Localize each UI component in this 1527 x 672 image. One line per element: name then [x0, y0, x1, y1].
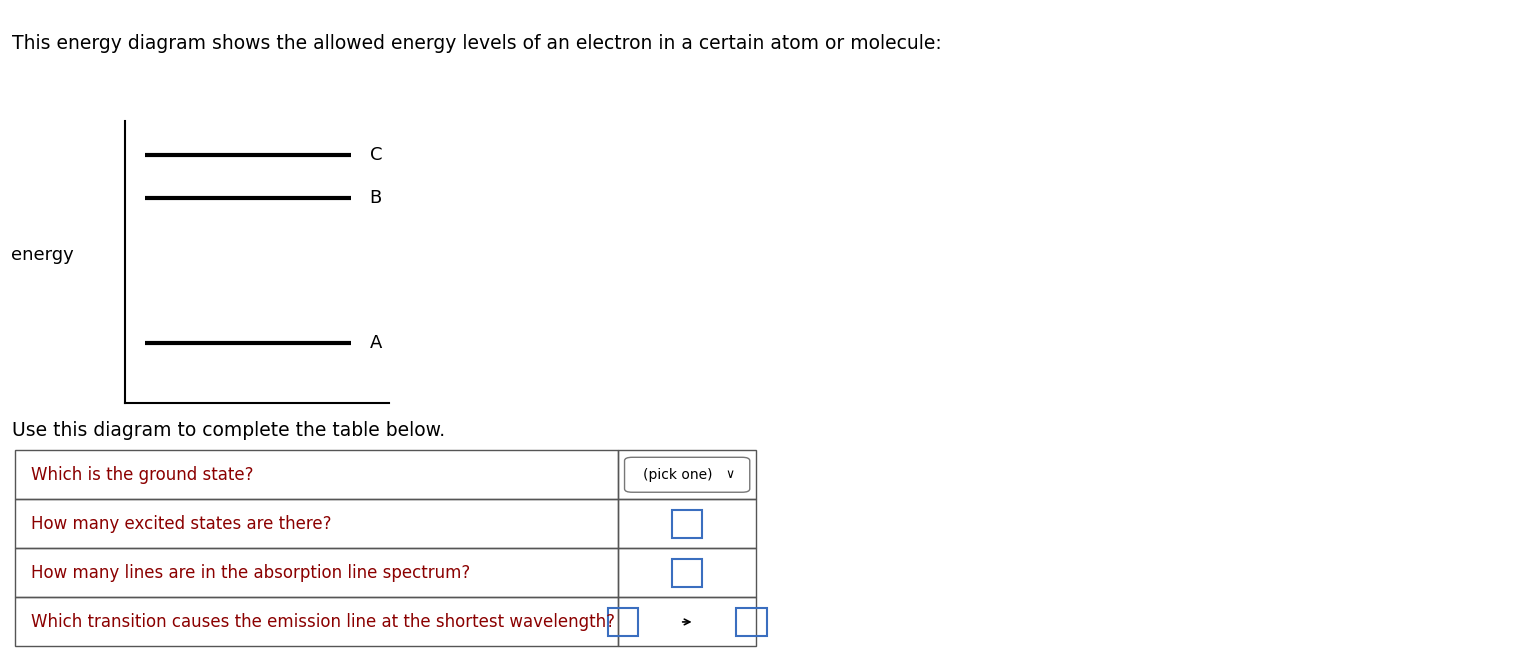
Bar [15, 450, 618, 499]
Text: How many excited states are there?: How many excited states are there? [31, 515, 331, 533]
Bar [618, 597, 756, 646]
Text: This energy diagram shows the allowed energy levels of an electron in a certain : This energy diagram shows the allowed en… [12, 34, 942, 53]
Bar [15, 499, 618, 548]
Bar [618, 499, 756, 548]
Bar [672, 509, 702, 538]
Text: B: B [370, 190, 382, 207]
Bar [672, 558, 702, 587]
Text: C: C [370, 146, 382, 163]
Text: Which transition causes the emission line at the shortest wavelength?: Which transition causes the emission lin… [31, 613, 614, 631]
Text: energy: energy [11, 247, 75, 264]
Bar [618, 548, 756, 597]
Text: (pick one): (pick one) [643, 468, 713, 482]
Text: A: A [370, 334, 382, 351]
Text: Which is the ground state?: Which is the ground state? [31, 466, 253, 484]
Bar [15, 597, 618, 646]
Text: Use this diagram to complete the table below.: Use this diagram to complete the table b… [12, 421, 446, 439]
Bar [736, 607, 767, 636]
Text: How many lines are in the absorption line spectrum?: How many lines are in the absorption lin… [31, 564, 470, 582]
Bar [618, 450, 756, 499]
Text: ∨: ∨ [725, 468, 734, 481]
Bar [15, 548, 618, 597]
Bar [608, 607, 638, 636]
